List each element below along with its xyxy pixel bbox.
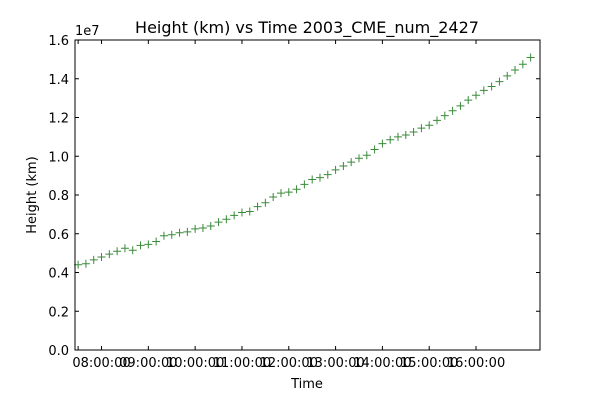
data-point (339, 161, 348, 170)
x-tick-label: 10:00:00 (166, 356, 224, 371)
data-point (253, 202, 262, 211)
data-point (503, 71, 512, 80)
data-point (487, 82, 496, 91)
data-point (323, 170, 332, 179)
data-point (394, 132, 403, 141)
x-tick-label: 08:00:00 (72, 356, 130, 371)
x-tick-label: 13:00:00 (306, 356, 364, 371)
data-point (198, 223, 207, 232)
x-tick-label: 15:00:00 (400, 356, 458, 371)
data-point (183, 227, 192, 236)
data-point (495, 77, 504, 86)
data-point (284, 188, 293, 197)
data-point (354, 154, 363, 163)
data-point (347, 158, 356, 167)
data-point (97, 253, 106, 261)
plot-area (74, 53, 535, 269)
x-axis-label: Time (290, 377, 323, 392)
data-point (300, 180, 309, 189)
y-tick-label: 0.2 (48, 305, 69, 320)
data-point (128, 246, 137, 255)
data-point (81, 259, 90, 268)
data-point (230, 211, 239, 220)
data-point (261, 198, 270, 207)
data-point (167, 230, 176, 239)
data-point (292, 185, 301, 194)
data-point (214, 218, 223, 227)
data-point (417, 124, 426, 133)
data-point (526, 53, 535, 62)
axis-ticks: 08:00:0009:00:0010:00:0011:00:0012:00:00… (48, 34, 540, 371)
y-tick-label: 0.6 (48, 228, 69, 243)
y-scale-label: 1e7 (75, 24, 100, 39)
data-point (237, 208, 246, 217)
data-point (386, 135, 395, 144)
data-point (136, 241, 145, 250)
y-tick-label: 1.4 (48, 73, 69, 88)
x-tick-label: 16:00:00 (447, 356, 505, 371)
y-tick-label: 0.0 (48, 344, 69, 359)
data-point (175, 228, 184, 237)
data-point (409, 128, 418, 137)
x-tick-label: 14:00:00 (353, 356, 411, 371)
y-tick-label: 1.2 (48, 112, 69, 127)
data-point (222, 215, 231, 224)
data-point (425, 121, 434, 130)
data-point (269, 192, 278, 201)
x-tick-label: 09:00:00 (119, 356, 177, 371)
data-point (331, 165, 340, 174)
data-point (191, 224, 200, 233)
y-tick-label: 0.8 (48, 189, 69, 204)
data-point (518, 60, 527, 69)
data-point (144, 240, 153, 249)
data-point (315, 173, 324, 182)
data-point (159, 231, 168, 240)
data-point (245, 207, 254, 216)
x-tick-label: 12:00:00 (260, 356, 318, 371)
data-point (105, 250, 114, 259)
data-point (472, 91, 481, 100)
data-point (152, 237, 161, 246)
data-point (511, 66, 520, 75)
data-point (479, 86, 488, 95)
y-tick-label: 0.4 (48, 267, 69, 282)
data-point (362, 151, 371, 160)
x-tick-label: 11:00:00 (213, 356, 271, 371)
y-axis-label: Height (km) (25, 156, 40, 233)
data-point (308, 175, 317, 184)
data-point (401, 130, 410, 139)
data-point (433, 116, 442, 125)
chart-title: Height (km) vs Time 2003_CME_num_2427 (135, 18, 479, 38)
data-point (378, 139, 387, 148)
data-point (370, 145, 379, 154)
data-point (89, 255, 98, 264)
data-point (206, 222, 215, 230)
data-point (276, 189, 285, 198)
data-point (456, 101, 465, 110)
y-tick-label: 1.0 (48, 150, 69, 165)
data-point (464, 96, 473, 105)
data-point (440, 111, 449, 120)
data-point (448, 106, 457, 115)
data-point (113, 247, 122, 256)
data-point (120, 244, 129, 253)
y-tick-label: 1.6 (48, 34, 69, 49)
